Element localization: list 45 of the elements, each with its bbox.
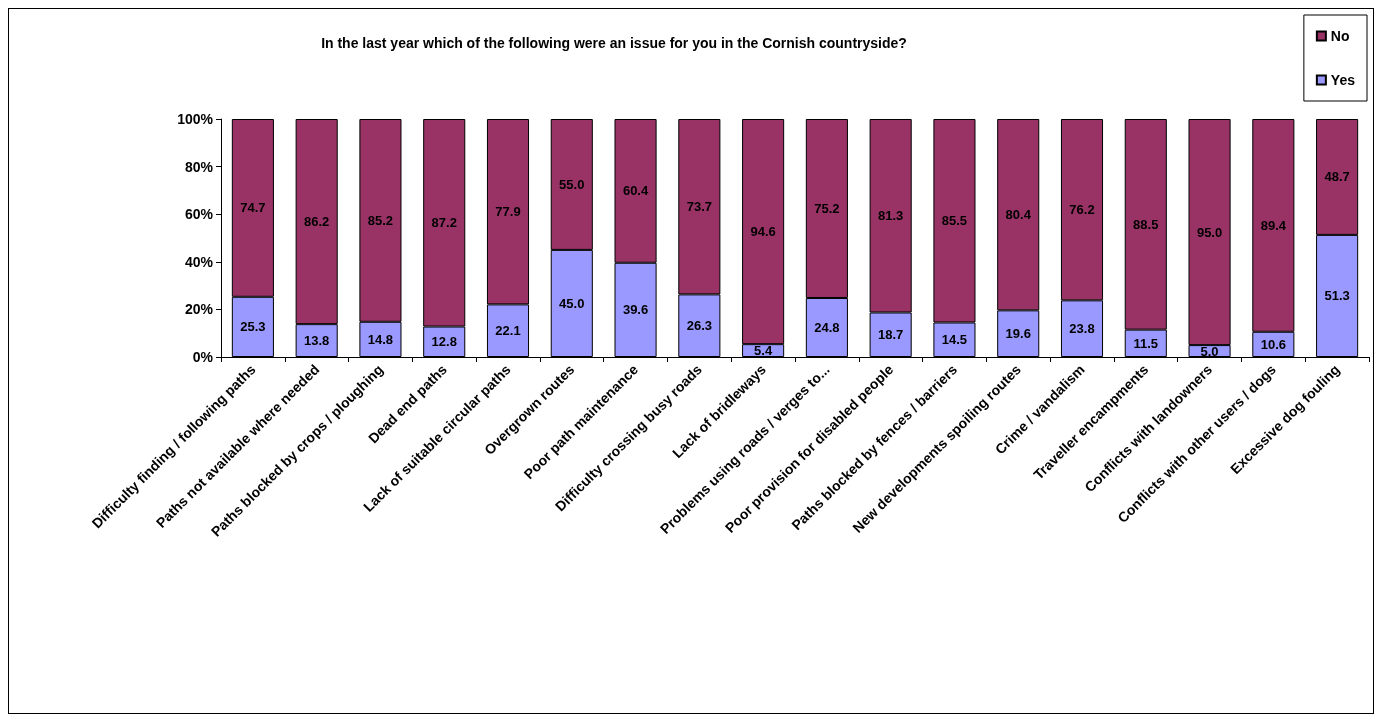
data-label: 80.4 (1005, 207, 1032, 223)
data-label: 87.2 (431, 215, 457, 231)
data-label: 60.4 (622, 183, 649, 199)
data-label: 10.6 (1260, 336, 1286, 352)
data-label: 85.2 (367, 212, 394, 228)
data-label: 51.3 (1324, 288, 1350, 304)
chart-title: In the last year which of the following were an issue for you in the Cornish countryside? (321, 35, 907, 51)
y-tick-label: 0% (192, 349, 214, 365)
data-label: 14.5 (941, 332, 968, 348)
data-label: 85.5 (941, 213, 968, 229)
data-label: 88.5 (1133, 216, 1159, 232)
data-label: 94.6 (750, 224, 776, 240)
data-label: 25.3 (240, 319, 266, 335)
data-label: 13.8 (304, 333, 330, 349)
data-label: 19.6 (1005, 326, 1031, 342)
data-label: 77.9 (495, 204, 521, 220)
y-tick-label: 40% (184, 253, 214, 270)
data-label: 74.7 (240, 200, 266, 216)
data-label: 26.3 (686, 318, 712, 334)
data-label: 14.8 (367, 331, 394, 347)
y-tick-label: 60% (184, 206, 214, 223)
y-tick-label: 20% (184, 301, 214, 318)
data-label: 11.5 (1133, 335, 1159, 351)
data-label: 75.2 (814, 200, 840, 216)
data-label: 89.4 (1260, 217, 1287, 233)
data-label: 23.8 (1069, 321, 1095, 337)
data-label: 55.0 (559, 176, 585, 192)
legend-label: No (1330, 28, 1350, 44)
data-label: 5.0 (1200, 343, 1219, 359)
y-tick-label: 80% (184, 158, 214, 175)
legend-label: Yes (1330, 72, 1356, 88)
data-label: 39.6 (622, 302, 649, 318)
data-label: 45.0 (559, 295, 585, 311)
data-label: 18.7 (878, 327, 904, 343)
data-label: 95.0 (1196, 224, 1223, 240)
data-label: 76.2 (1069, 202, 1095, 218)
data-label: 12.8 (431, 334, 457, 350)
data-label: 86.2 (304, 214, 330, 230)
data-label: 73.7 (686, 199, 712, 215)
data-label: 24.8 (814, 319, 840, 335)
data-label: 5.4 (754, 343, 773, 359)
data-label: 48.7 (1324, 169, 1350, 185)
data-label: 81.3 (878, 208, 904, 224)
y-tick-label: 100% (177, 111, 214, 127)
data-label: 22.1 (495, 323, 521, 339)
